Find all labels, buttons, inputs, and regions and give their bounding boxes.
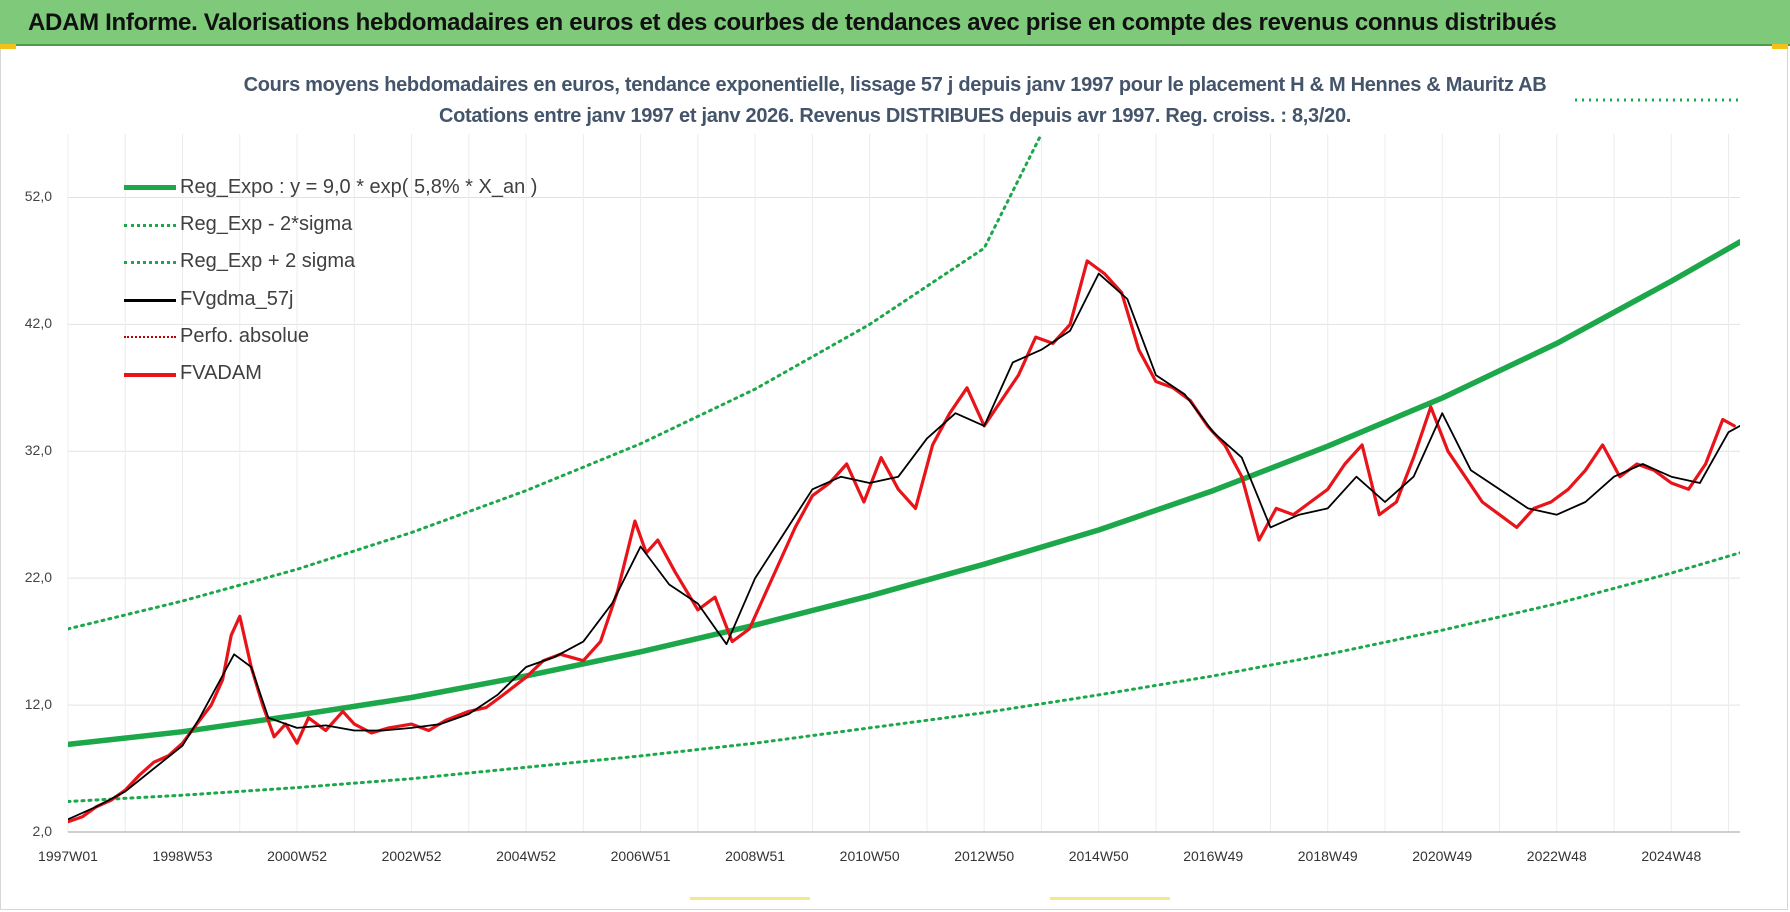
x-tick-label: 2006W51 [610,848,671,864]
chart-axes [68,98,1740,833]
legend-item-reg-expo: Reg_Expo : y = 9,0 * exp( 5,8% * X_an ) [124,174,644,202]
legend-label-reg-expo: Reg_Expo : y = 9,0 * exp( 5,8% * X_an ) [180,176,538,198]
legend-swatch-perfo-absolue [124,336,176,338]
legend-label-fvadam: FVADAM [180,362,262,384]
corner-mark-left [0,44,16,49]
x-tick-label: 2000W52 [267,848,327,864]
legend-label-reg-exp-minus: Reg_Exp - 2*sigma [180,213,353,235]
chart-series [68,134,1740,824]
series-line-reg-expo-y-9-0-exp-5-8-x [68,239,1740,748]
x-tick-label: 2004W52 [496,848,557,864]
x-tick-label: 2014W50 [1068,848,1129,864]
series-line-reg-exp-2-sigma [68,134,1043,631]
y-tick-label: 22,0 [24,569,52,586]
legend-label-reg-exp-plus: Reg_Exp + 2 sigma [180,250,356,272]
chart-title: Cours moyens hebdomadaires en euros, ten… [243,74,1547,96]
legend-item-fvadam: FVADAM [124,360,644,388]
footer-mark-2 [1050,897,1170,900]
report-title: ADAM Informe. Valorisations hebdomadaire… [28,9,1557,36]
legend-swatch-reg-exp-minus [124,224,176,227]
legend-swatch-reg-exp-plus [124,261,176,264]
legend-label-fvgdma: FVgdma_57j [180,288,294,310]
legend-item-reg-exp-minus: Reg_Exp - 2*sigma [124,211,644,239]
x-tick-label: 2010W50 [839,848,900,864]
legend-item-fvgdma: FVgdma_57j [124,286,644,314]
y-tick-label: 42,0 [24,315,52,332]
x-tick-label: 2022W48 [1526,848,1587,864]
x-tick-label: 2016W49 [1183,848,1244,864]
x-tick-label: 2008W51 [725,848,786,864]
legend-label-perfo-absolue: Perfo. absolue [180,325,309,347]
x-tick-label: 1997W01 [38,848,98,864]
x-tick-label: 2002W52 [381,848,442,864]
corner-mark-right [1772,44,1788,49]
x-tick-label: 2024W48 [1641,848,1702,864]
y-tick-label: 2,0 [32,823,52,839]
x-tick-label: 2012W50 [954,848,1015,864]
y-tick-label: 32,0 [24,442,52,459]
x-tick-label: 1998W53 [152,848,213,864]
series-line-reg-exp-2-sigma [68,551,1740,803]
y-tick-label: 12,0 [24,696,52,713]
series-line-fvgdma-57j [68,272,1740,821]
footer-mark-1 [690,897,810,900]
y-tick-label: 52,0 [24,188,52,205]
legend-swatch-reg-expo [124,185,176,190]
legend-swatch-fvgdma [124,299,176,302]
legend-swatch-fvadam [124,373,176,377]
legend-item-perfo-absolue: Perfo. absolue [124,323,644,351]
x-tick-label: 2018W49 [1297,848,1358,864]
report-banner: ADAM Informe. Valorisations hebdomadaire… [0,0,1790,46]
x-tick-label: 2020W49 [1412,848,1473,864]
legend-item-reg-exp-plus: Reg_Exp + 2 sigma [124,248,644,276]
chart-subtitle: Cotations entre janv 1997 et janv 2026. … [438,105,1352,127]
